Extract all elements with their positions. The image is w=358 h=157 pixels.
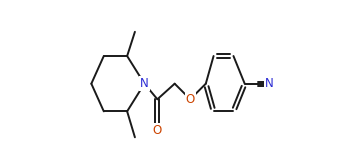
- Text: O: O: [153, 124, 162, 137]
- Text: N: N: [140, 77, 149, 90]
- Text: O: O: [185, 93, 195, 106]
- Text: N: N: [265, 77, 273, 90]
